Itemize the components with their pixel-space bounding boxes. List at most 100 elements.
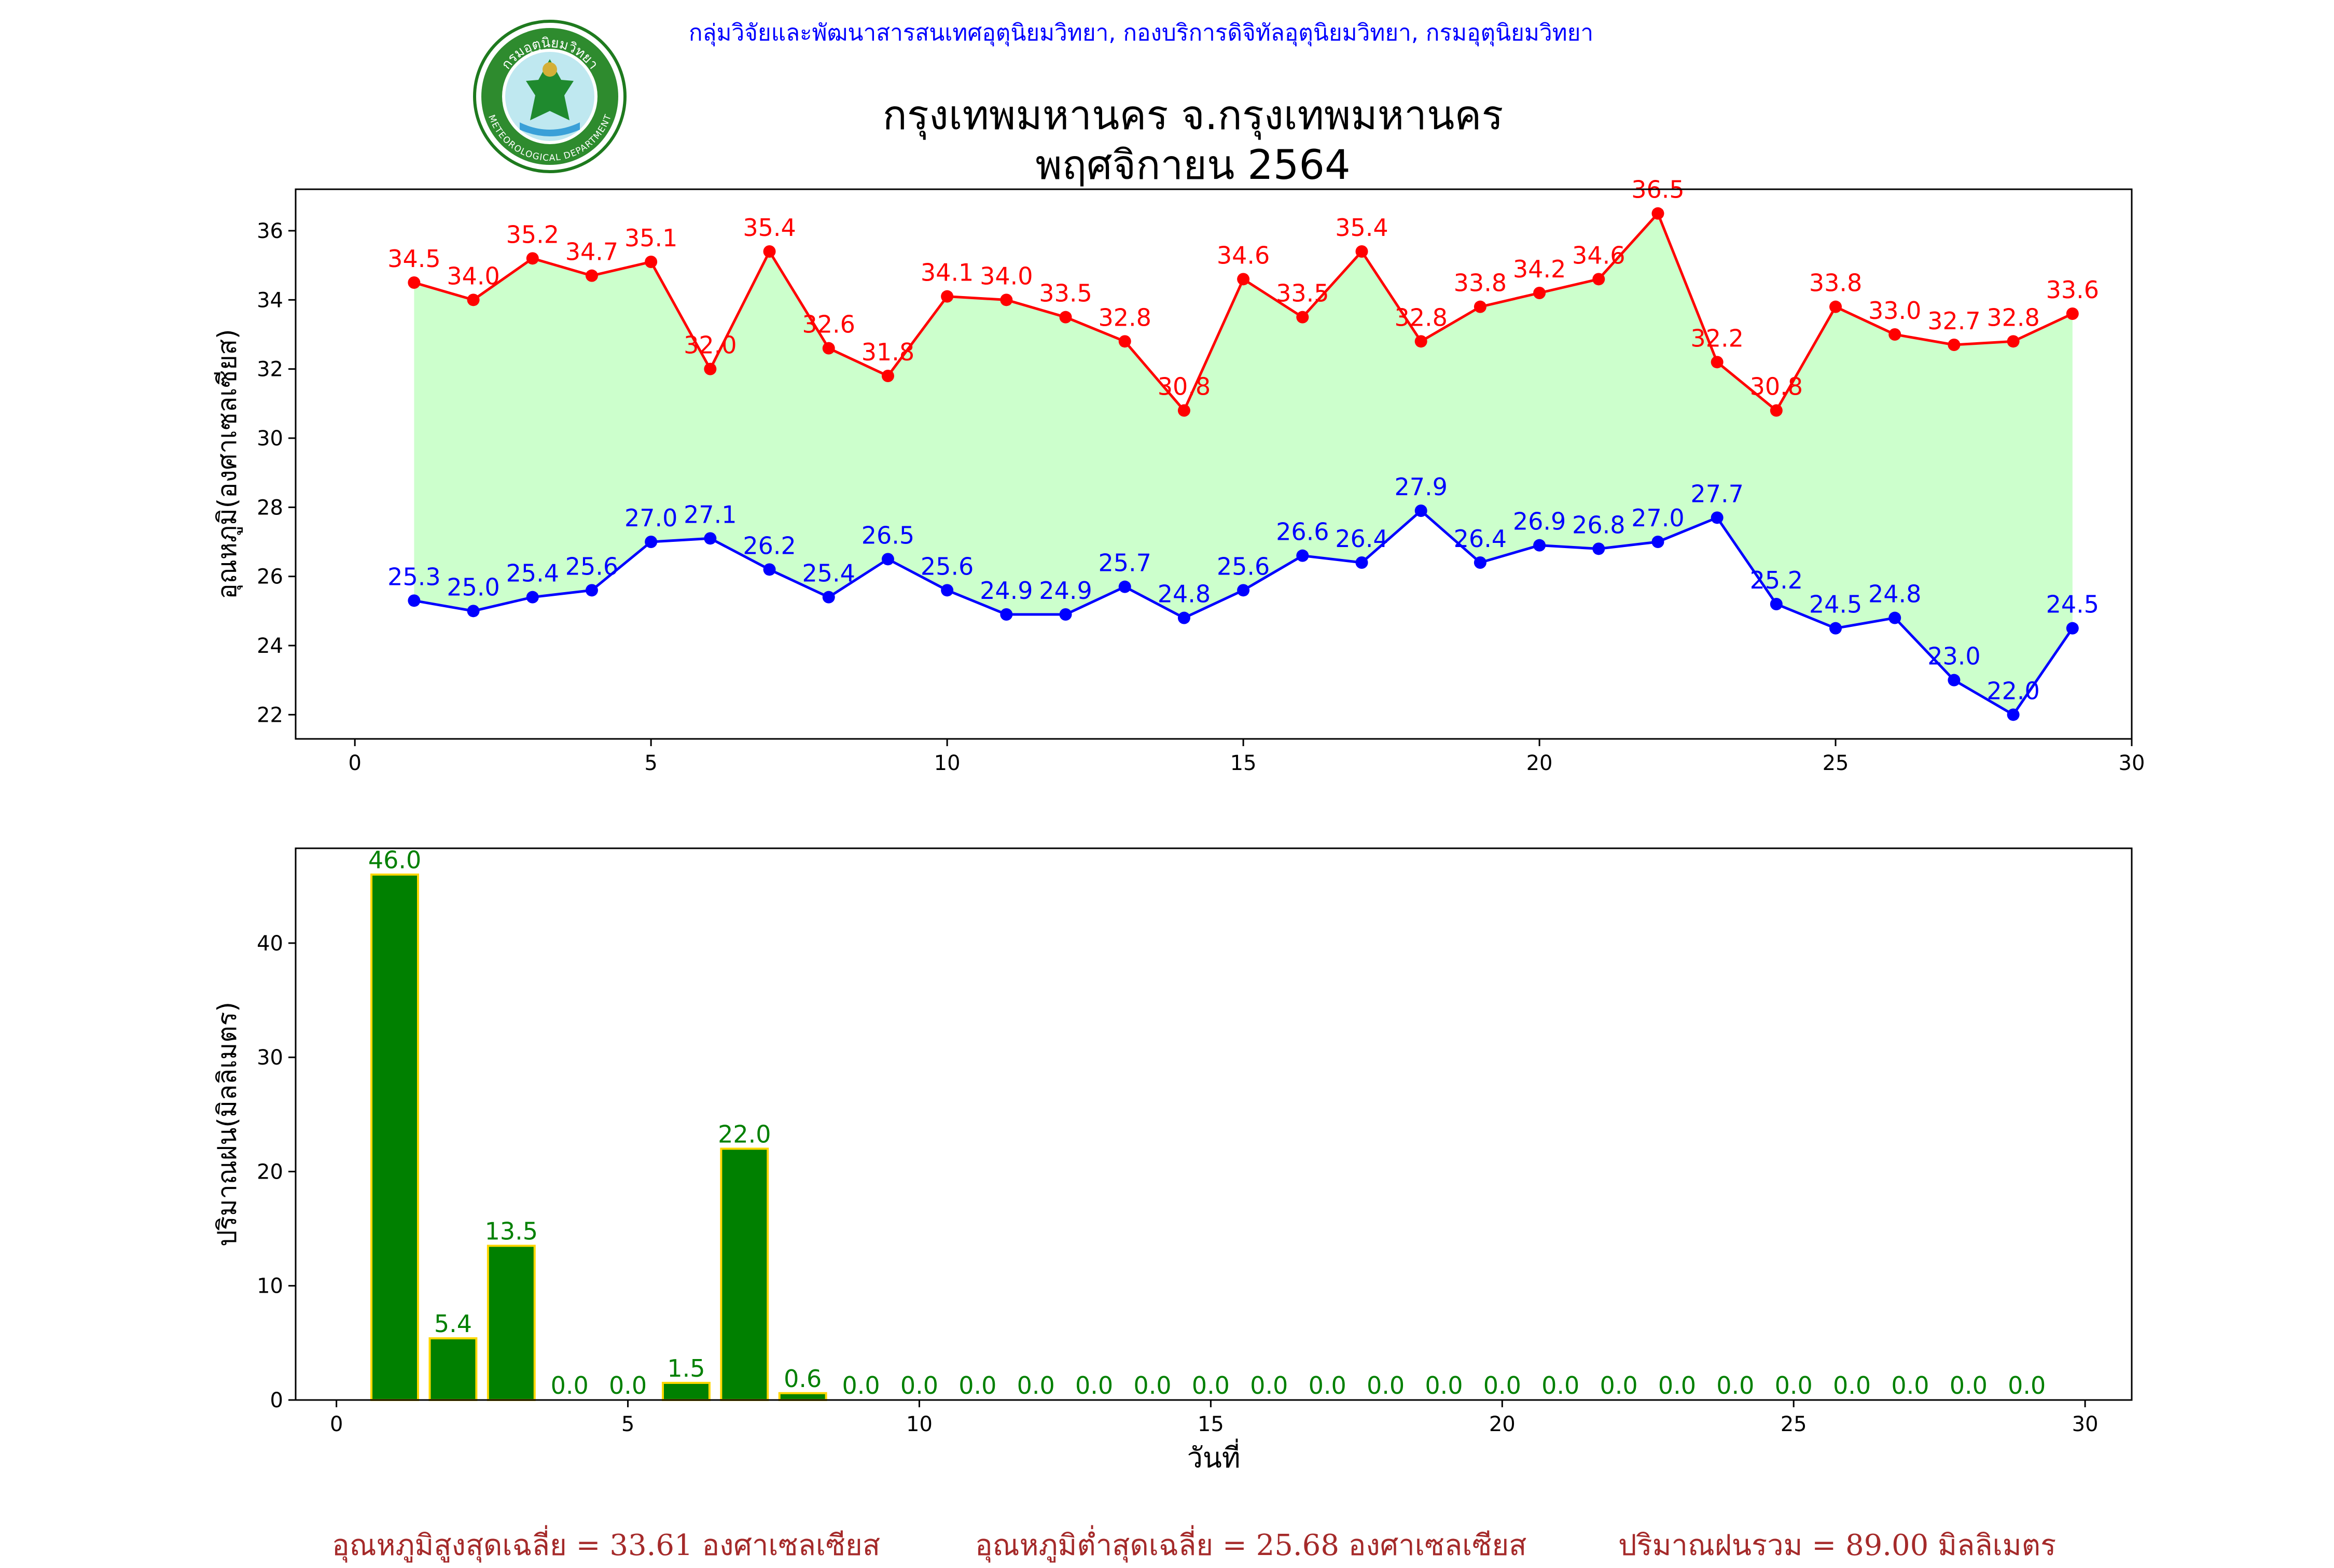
min-temp-point	[822, 591, 835, 604]
weather-charts: 34.534.035.234.7 35.132.035.432.631.834.1…	[212, 176, 2145, 1474]
max-temp-label: 32.0	[684, 331, 737, 359]
min-temp-label: 25.6	[565, 552, 618, 580]
max-temp-point	[1711, 356, 1724, 369]
max-temp-point	[1770, 404, 1783, 417]
rain-bar	[487, 1244, 536, 1401]
rain-value-label: 0.0	[2008, 1371, 2046, 1399]
min-temp-label: 26.2	[743, 531, 796, 559]
max-temp-point	[2007, 335, 2020, 348]
max-temp-label: 35.2	[506, 220, 559, 248]
rain-value-label: 0.0	[958, 1371, 996, 1399]
max-temp-label: 35.1	[624, 224, 677, 252]
rain-value-label: 0.0	[1833, 1371, 1871, 1399]
min-temp-point	[585, 584, 598, 597]
rain-value-label: 0.0	[1716, 1371, 1754, 1399]
max-temp-point	[526, 252, 539, 265]
max-temp-label: 33.5	[1039, 279, 1092, 307]
rain-value-label: 0.0	[1192, 1371, 1230, 1399]
min-temp-label: 25.4	[506, 559, 559, 587]
min-temp-point	[408, 594, 421, 607]
max-temp-point	[1651, 207, 1664, 220]
max-temp-point	[704, 362, 717, 375]
min-temp-point	[1948, 674, 1961, 687]
rain-value-label: 0.0	[1600, 1371, 1637, 1399]
rainfall-plot-frame	[295, 847, 2133, 1401]
max-temp-label: 34.2	[1513, 255, 1566, 283]
min-temp-point	[1770, 598, 1783, 610]
min-temp-point	[1118, 580, 1131, 593]
chart-title-location: กรุงเทพมหานคร จ.กรุงเทพมหานคร	[882, 92, 1504, 139]
max-temp-label: 32.8	[1394, 303, 1447, 331]
min-temp-point	[526, 591, 539, 604]
max-temp-point	[1948, 339, 1961, 351]
x-tick-label: 30	[2072, 1412, 2099, 1436]
min-temp-point	[1296, 549, 1309, 562]
x-tick-label: 20	[1489, 1412, 1516, 1436]
rain-value-label: 0.0	[1483, 1371, 1521, 1399]
min-temp-point	[1888, 611, 1901, 624]
min-temp-label: 26.6	[1276, 518, 1329, 546]
rainfall-chart: 46.0 5.4 13.5 0.0 0.0 1.5 22.0 0.6 0.0 0.0 0.0 0.0 0…	[212, 846, 2133, 1474]
min-temp-point	[1237, 584, 1250, 597]
min-temp-point	[1592, 542, 1605, 555]
max-temp-label: 33.5	[1276, 279, 1329, 307]
min-temp-label: 25.6	[921, 552, 974, 580]
rain-value-label: 0.0	[1425, 1371, 1463, 1399]
min-temp-label: 26.4	[1335, 525, 1388, 553]
x-tick-label: 25	[1781, 1412, 1807, 1436]
x-tick-label: 20	[1526, 751, 1553, 775]
max-temp-label: 35.4	[1335, 214, 1388, 242]
min-temp-label: 26.4	[1454, 525, 1507, 553]
summary-total-rainfall: ปริมาณฝนรวม = 89.00 มิลลิเมตร	[1618, 1529, 2057, 1562]
min-temp-point	[645, 536, 658, 548]
min-temp-point	[1177, 611, 1190, 624]
max-temp-point	[881, 370, 894, 382]
rain-bar	[778, 1392, 827, 1402]
min-temp-label: 22.0	[1986, 677, 2039, 705]
min-temp-point	[2007, 708, 2020, 721]
max-temp-label: 33.6	[2046, 276, 2099, 304]
max-temp-label: 33.8	[1809, 269, 1862, 297]
min-temp-label: 26.5	[862, 521, 914, 549]
min-temp-label: 24.8	[1868, 580, 1921, 608]
x-tick-label: 0	[348, 751, 361, 775]
min-temp-point	[1651, 536, 1664, 548]
max-temp-label: 35.4	[743, 214, 796, 242]
x-tick-label: 10	[934, 751, 961, 775]
y-tick-label: 26	[257, 565, 283, 589]
chart-title-month: พฤศจิกายน 2564	[1035, 142, 1351, 189]
max-temp-label: 32.6	[802, 311, 855, 339]
rain-value-label: 0.0	[551, 1371, 589, 1399]
max-temp-point	[1592, 273, 1605, 286]
temperature-range-fill	[414, 213, 2073, 715]
rain-value-label: 1.5	[667, 1354, 705, 1382]
max-temp-point	[2066, 307, 2079, 320]
min-temp-point	[1355, 556, 1368, 569]
rain-value-label: 0.0	[1541, 1371, 1579, 1399]
max-temp-label: 32.2	[1690, 324, 1743, 352]
rain-value-label: 0.0	[1017, 1371, 1055, 1399]
max-temp-point	[1237, 273, 1250, 286]
max-temp-label: 32.8	[1986, 303, 2039, 331]
min-temp-point	[941, 584, 954, 597]
y-tick-label: 28	[257, 496, 283, 520]
rain-value-label: 0.0	[1367, 1371, 1405, 1399]
rainfall-x-axis-label: วันที่	[1187, 1438, 1241, 1474]
max-temp-label: 32.8	[1098, 303, 1151, 331]
x-tick-label: 5	[621, 1412, 634, 1436]
max-temp-point	[1414, 335, 1427, 348]
rain-value-label: 0.6	[784, 1365, 822, 1393]
max-temp-point	[1296, 311, 1309, 324]
rain-value-label: 0.0	[1309, 1371, 1346, 1399]
rain-value-label: 46.0	[368, 846, 421, 874]
min-temp-label: 25.3	[387, 563, 440, 591]
max-temp-point	[941, 290, 954, 303]
max-temp-label: 31.8	[862, 338, 914, 366]
x-tick-label: 5	[644, 751, 657, 775]
min-temp-point	[1059, 608, 1072, 621]
rain-value-label: 5.4	[434, 1310, 472, 1338]
min-temp-label: 24.5	[2046, 591, 2099, 619]
min-temp-point	[881, 553, 894, 566]
min-temp-label: 26.8	[1572, 511, 1625, 539]
rainfall-y-axis-label: ปริมาณฝน(มิลลิเมตร)	[212, 1002, 242, 1247]
